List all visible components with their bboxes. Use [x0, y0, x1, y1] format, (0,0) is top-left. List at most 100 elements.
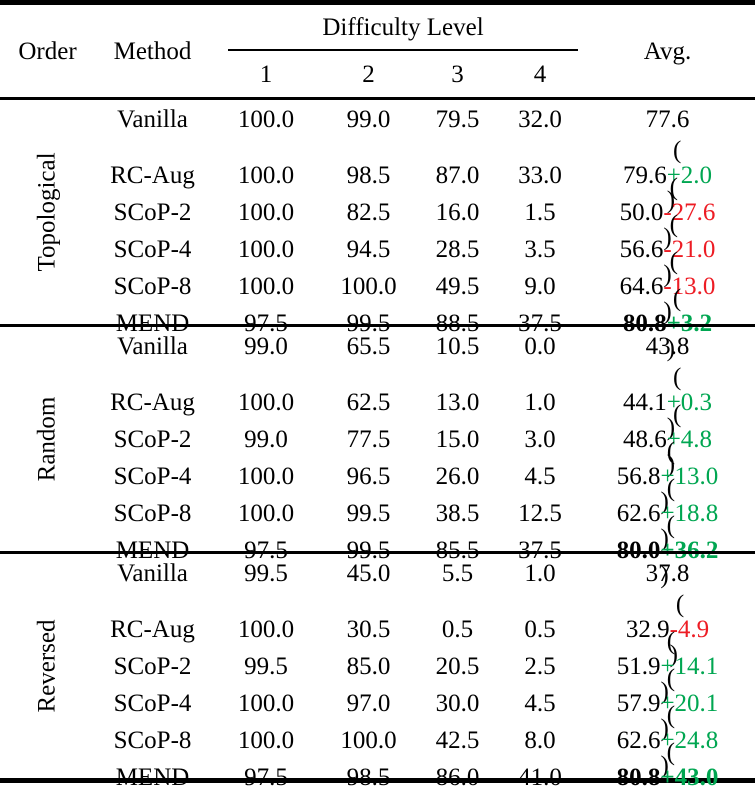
cell-level-2: 98.5 [346, 162, 391, 189]
avg-value: 79.6 [622, 162, 667, 189]
table-row: SCoP-4 100.0 97.0 30.0 4.5 57.9 (+20.1) [0, 666, 755, 741]
avg-delta: (+43.0) [660, 740, 718, 786]
avg-delta-value: +0.3 [666, 389, 713, 416]
table-header: Order Method Difficulty Level 1 2 3 4 Av… [0, 5, 755, 100]
avg-delta: (-4.9) [669, 591, 710, 668]
table-row: RC-Aug 100.0 30.5 0.5 0.5 32.9 (-4.9) [0, 592, 755, 667]
cell-avg: 51.9 (+14.1) [580, 629, 755, 704]
cell-level-4: 12.5 [518, 500, 562, 527]
cell-level-2: 77.5 [346, 426, 391, 453]
avg-delta-value: -27.6 [663, 199, 716, 226]
cell-level-2: 99.0 [346, 106, 391, 133]
cell-level-1: 99.5 [244, 560, 288, 587]
cell-method: SCoP-4 [113, 236, 192, 263]
avg-delta: (+2.0) [666, 137, 713, 214]
cell-level-4: 0.0 [524, 333, 556, 360]
cell-level-4: 3.0 [524, 426, 556, 453]
cell-level-1: 100.0 [237, 727, 295, 754]
cell-method: Vanilla [117, 106, 188, 133]
cell-level-3: 88.5 [435, 310, 480, 337]
cell-avg: 62.6 (+24.8) [580, 703, 755, 778]
cell-level-2: 98.5 [346, 764, 391, 786]
table-body: Topological Vanilla 100.0 99.0 79.5 32.0 77.6 R… [0, 100, 755, 786]
cell-method: SCoP-2 [113, 653, 192, 680]
cell-level-3: 10.5 [435, 333, 480, 360]
cell-level-2: 30.5 [346, 616, 391, 643]
cell-avg: 79.6 (+2.0) [580, 138, 755, 213]
avg-delta: (+14.1) [660, 628, 719, 705]
avg-value: 80.8 [616, 764, 661, 786]
avg-value: 32.9 [625, 616, 670, 643]
cell-level-2: 96.5 [346, 463, 391, 490]
cell-method: SCoP-4 [113, 463, 192, 490]
cell-level-1: 100.0 [237, 273, 295, 300]
cell-avg: 50.0 (-27.6) [580, 175, 755, 250]
cell-avg: 37.8 [580, 555, 755, 592]
cell-avg: 64.6 (-13.0) [580, 249, 755, 324]
cell-avg: 56.8 (+13.0) [580, 439, 755, 514]
cell-level-2: 100.0 [340, 727, 397, 754]
cell-level-3: 30.0 [435, 690, 480, 717]
avg-delta-value: +18.8 [660, 500, 719, 527]
avg-value: 80.0 [616, 537, 661, 564]
avg-delta: (+3.2) [666, 285, 713, 362]
cell-order-spacer [0, 101, 95, 138]
avg-value: 80.8 [622, 310, 667, 337]
cell-method: SCoP-8 [113, 727, 192, 754]
table-row: Vanilla 99.5 45.0 5.5 1.0 37.8 [0, 555, 755, 592]
cell-method: SCoP-4 [113, 690, 192, 717]
avg-delta: (-21.0) [663, 211, 716, 288]
cell-level-4: 33.0 [518, 162, 562, 189]
avg-delta: (-13.0) [663, 248, 716, 325]
cell-level-4: 41.0 [518, 764, 562, 786]
cell-level-4: 1.0 [524, 389, 556, 416]
avg-delta-value: +20.1 [660, 690, 719, 717]
avg-delta: (+20.1) [660, 665, 719, 742]
cell-method: RC-Aug [110, 389, 195, 416]
avg-delta: (+13.0) [660, 438, 719, 515]
cell-avg: 77.6 [580, 101, 755, 138]
avg-delta-value: +14.1 [660, 653, 719, 680]
avg-delta-value: +24.8 [660, 727, 719, 754]
table-row: SCoP-2 100.0 82.5 16.0 1.5 50.0 (-27.6) [0, 175, 755, 250]
avg-delta-value: +3.2 [666, 310, 713, 337]
cell-level-3: 86.0 [435, 764, 480, 786]
cell-method: MEND [115, 764, 190, 786]
cell-level-1: 97.5 [244, 764, 288, 786]
cell-level-3: 5.5 [441, 560, 474, 587]
cell-level-3: 0.5 [441, 616, 474, 643]
avg-delta: (+4.8) [666, 401, 713, 478]
cell-level-2: 99.5 [346, 537, 391, 564]
avg-value: 62.6 [616, 727, 661, 754]
avg-value: 77.6 [645, 106, 690, 133]
cell-level-3: 20.5 [435, 653, 480, 680]
cell-order-spacer [0, 740, 95, 786]
cell-level-4: 37.5 [518, 310, 562, 337]
cell-level-4: 32.0 [518, 106, 562, 133]
cell-level-4: 1.0 [524, 560, 556, 587]
cell-level-2: 97.0 [346, 690, 391, 717]
table-row: RC-Aug 100.0 98.5 87.0 33.0 79.6 (+2.0) [0, 138, 755, 213]
cell-level-1: 99.0 [244, 333, 288, 360]
avg-delta-value: +4.8 [666, 426, 713, 453]
col-header-level-2: 2 [362, 60, 375, 88]
cell-level-2: 82.5 [346, 199, 391, 226]
cell-level-1: 99.0 [244, 426, 288, 453]
cell-method: SCoP-2 [113, 426, 192, 453]
order-label: Random [33, 396, 61, 482]
cell-level-1: 100.0 [237, 616, 295, 643]
cell-level-4: 0.5 [524, 616, 556, 643]
cell-level-3: 28.5 [435, 236, 480, 263]
cell-method: SCoP-2 [113, 199, 192, 226]
table-section: Random Vanilla 99.0 65.5 10.5 0.0 43.8 RC-Aug 10… [0, 324, 755, 588]
table-row: MEND 97.5 99.5 85.5 37.5 80.0 (+36.2) [0, 513, 755, 588]
avg-delta: (+0.3) [666, 364, 713, 441]
cell-level-1: 100.0 [237, 690, 295, 717]
avg-value: 64.6 [619, 273, 664, 300]
avg-value: 44.1 [622, 389, 667, 416]
table-row: Vanilla 99.0 65.5 10.5 0.0 43.8 [0, 328, 755, 365]
cell-level-3: 87.0 [435, 162, 480, 189]
cell-avg: 44.1 (+0.3) [580, 365, 755, 440]
